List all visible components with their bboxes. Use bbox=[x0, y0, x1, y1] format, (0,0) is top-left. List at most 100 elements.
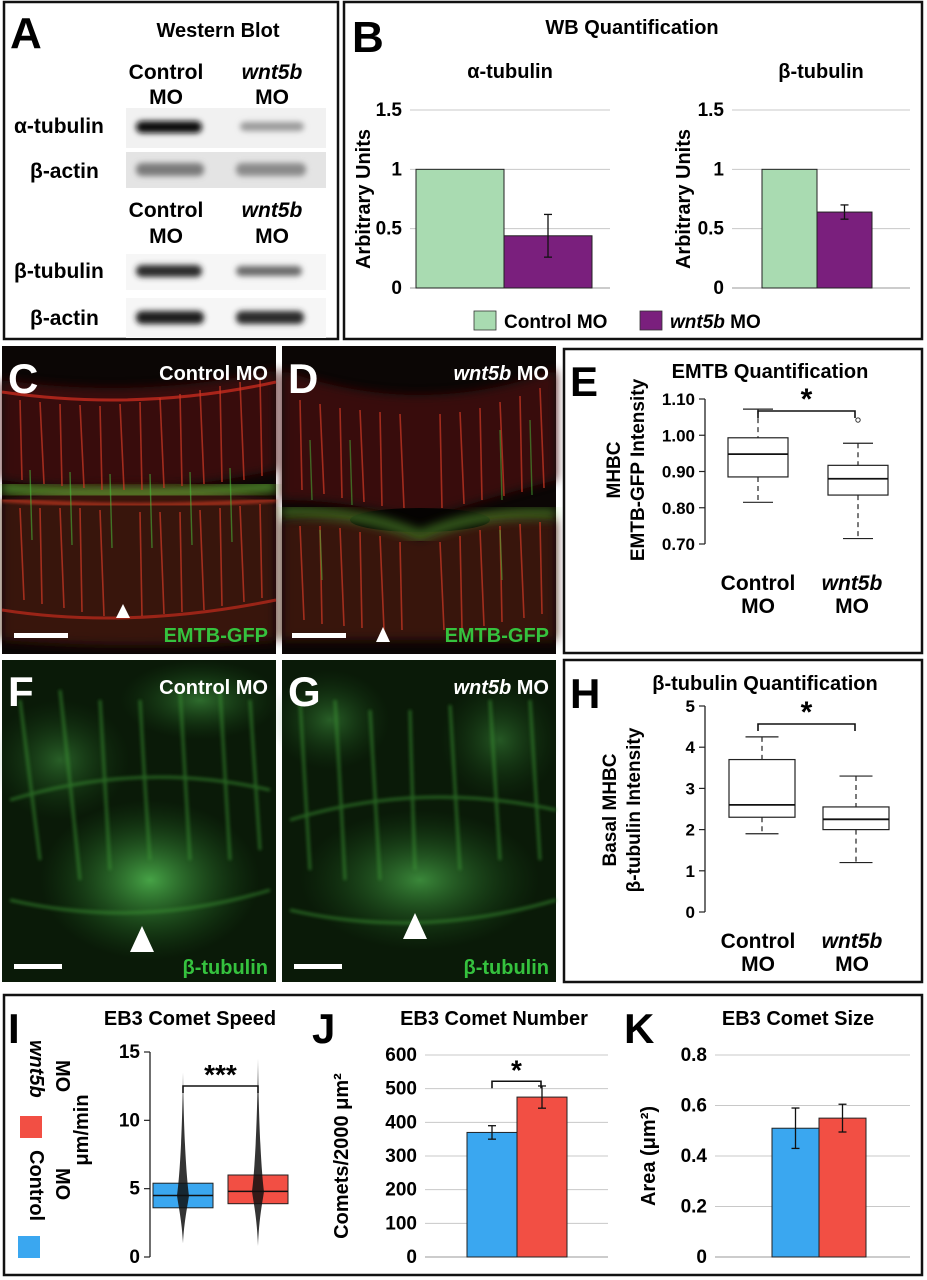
bar bbox=[818, 1117, 867, 1258]
col-wnt5b-line1-b: wnt5b bbox=[242, 199, 303, 222]
emtb-quant-title: EMTB Quantification bbox=[672, 361, 869, 383]
chart-title: β-tubulin bbox=[778, 61, 864, 83]
legend-i-control: Control bbox=[25, 1150, 47, 1221]
y-axis-label: Arbitrary Units bbox=[353, 129, 375, 269]
panel-letter-b: B bbox=[352, 13, 384, 62]
panel-letter-d: D bbox=[288, 355, 318, 402]
col-control-line2-b: MO bbox=[149, 225, 183, 248]
panel-c-label: Control MO bbox=[159, 363, 268, 385]
legend-wnt5b-label: wnt5b MO bbox=[670, 312, 761, 333]
eb3-speed-title: EB3 Comet Speed bbox=[104, 1008, 276, 1030]
arrowhead-d bbox=[376, 627, 390, 642]
tick-label: 500 bbox=[385, 1079, 417, 1100]
legend-i: wnt5b MO Control MO bbox=[18, 1040, 73, 1258]
y-axis-label-line1: MHBC bbox=[604, 441, 625, 498]
panel-d: D wnt5b MO EMTB-GFP bbox=[281, 346, 557, 654]
tick-label: 0.6 bbox=[681, 1096, 707, 1117]
tick-label: 10 bbox=[119, 1110, 140, 1131]
panel-letter-a: A bbox=[10, 9, 42, 58]
row-beta-actin-2: β-actin bbox=[30, 307, 99, 330]
significance-bracket bbox=[757, 410, 856, 418]
panel-g-label: wnt5b MO bbox=[453, 677, 549, 699]
chart-e: 0.70 0.80 0.90 1.00 1.10 * MHBC EMTB-GFP Intens… bbox=[604, 378, 889, 618]
x-category-label: Control bbox=[721, 930, 796, 953]
row-alpha-tubulin: α-tubulin bbox=[14, 115, 104, 138]
legend-i-swatch-wnt5b bbox=[20, 1116, 42, 1138]
tick-label: 5 bbox=[686, 697, 695, 716]
micrograph-f bbox=[0, 660, 280, 960]
panel-f-channel: β-tubulin bbox=[182, 957, 268, 979]
tick-label: 0.5 bbox=[698, 219, 725, 240]
tick-label: 0.2 bbox=[681, 1197, 707, 1218]
tick-label: 5 bbox=[129, 1179, 140, 1200]
legend-i-swatch-control bbox=[18, 1236, 40, 1258]
x-category-label: MO bbox=[741, 953, 775, 976]
tick-label: 0.90 bbox=[662, 463, 695, 482]
chart-k: 0 0.2 0.4 0.6 0.8 Area (μm²) bbox=[638, 1045, 910, 1268]
panel-g: G wnt5b MO β-tubulin bbox=[270, 660, 560, 982]
tick-label: 0.70 bbox=[662, 535, 695, 554]
arrowhead-g bbox=[403, 913, 427, 939]
col-control-line1-b: Control bbox=[129, 199, 204, 222]
panel-g-label-italic: wnt5b bbox=[453, 677, 511, 699]
panel-letter-i: I bbox=[8, 1005, 20, 1052]
panel-g-channel: β-tubulin bbox=[463, 957, 549, 979]
tick-label: 0.8 bbox=[681, 1045, 707, 1066]
panel-c-channel: EMTB-GFP bbox=[164, 625, 268, 647]
western-blot-title: Western Blot bbox=[157, 20, 280, 42]
chart-j: 0 100 200 300 400 500 600 * Comets/2000 μm² bbox=[331, 1045, 608, 1268]
significance-star: *** bbox=[204, 1059, 237, 1090]
box bbox=[822, 806, 890, 831]
x-category-label: Control bbox=[721, 572, 796, 595]
panel-letter-f: F bbox=[8, 668, 34, 715]
panel-a: A Western Blot Control MO wnt5b MO α-tub… bbox=[2, 0, 340, 341]
tick-label: 1 bbox=[391, 159, 402, 180]
tick-label: 1.5 bbox=[376, 100, 403, 121]
x-category-label: MO bbox=[741, 595, 775, 618]
tick-label: 0 bbox=[713, 278, 724, 299]
x-category-label: MO bbox=[835, 953, 869, 976]
panel-letter-h: H bbox=[570, 670, 600, 717]
tick-label: 0.80 bbox=[662, 499, 695, 518]
panel-letter-j: J bbox=[312, 1005, 335, 1052]
box bbox=[827, 464, 889, 496]
blot-band-beta-wnt5b bbox=[236, 266, 302, 276]
tick-label: 15 bbox=[119, 1042, 141, 1063]
bar bbox=[771, 1127, 820, 1258]
panel-ijk: I EB3 Comet Speed 0 5 10 15 *** μm/min wnt5b … bbox=[2, 993, 924, 1277]
chart-b-alpha: 0 0.5 1 1.5 α-tubulin Arbitrary Units bbox=[353, 61, 610, 299]
micrograph-d bbox=[281, 370, 557, 640]
legend-wnt5b-suffix: MO bbox=[725, 312, 761, 333]
panel-letter-g: G bbox=[288, 668, 321, 715]
y-axis-label: Area (μm²) bbox=[638, 1106, 660, 1206]
tick-label: 0.4 bbox=[681, 1146, 708, 1167]
bar bbox=[466, 1131, 518, 1258]
panel-d-channel: EMTB-GFP bbox=[445, 625, 549, 647]
col-wnt5b-line2: MO bbox=[255, 86, 289, 109]
panel-f-label: Control MO bbox=[159, 677, 268, 699]
y-axis-label: Comets/2000 μm² bbox=[331, 1073, 353, 1239]
tick-label: 600 bbox=[385, 1045, 417, 1066]
x-category-label: wnt5b bbox=[822, 572, 883, 595]
legend-i-wnt5b-italic: wnt5b bbox=[25, 1040, 47, 1098]
tick-label: 2 bbox=[686, 821, 695, 840]
tick-label: 1.5 bbox=[698, 100, 725, 121]
scale-bar-f bbox=[14, 964, 62, 969]
significance-star: * bbox=[511, 1054, 522, 1085]
tick-label: 400 bbox=[385, 1112, 417, 1133]
tick-label: 100 bbox=[385, 1213, 417, 1234]
legend-wnt5b-italic: wnt5b bbox=[670, 312, 725, 333]
col-control-line1: Control bbox=[129, 61, 204, 84]
col-wnt5b-line2-b: MO bbox=[255, 225, 289, 248]
bar bbox=[516, 1096, 568, 1258]
micrograph-c bbox=[1, 370, 277, 645]
legend-i-wnt5b-suffix: MO bbox=[51, 1060, 73, 1092]
tick-label: 0 bbox=[391, 278, 402, 299]
box bbox=[727, 437, 789, 478]
significance-star: * bbox=[801, 696, 813, 729]
panel-c: C Control MO EMTB-GFP bbox=[1, 346, 277, 654]
box bbox=[728, 758, 796, 818]
panel-letter-k: K bbox=[624, 1005, 654, 1052]
tick-label: 1 bbox=[713, 159, 724, 180]
panel-letter-c: C bbox=[8, 355, 38, 402]
